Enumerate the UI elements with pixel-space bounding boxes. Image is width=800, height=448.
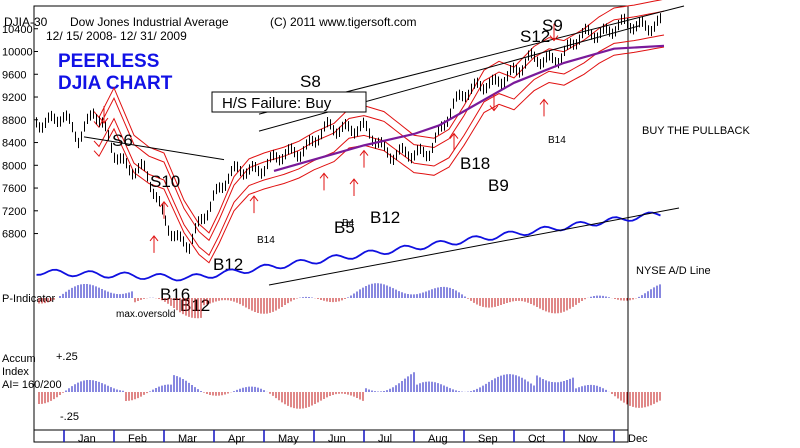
lower-panels <box>36 207 680 409</box>
month-label-jan: Jan <box>78 433 96 445</box>
y-tick-label: 8800 <box>2 115 26 127</box>
channel-mid <box>258 25 640 132</box>
signal-s9: S9 <box>542 16 563 35</box>
y-tick-label: 10400 <box>2 24 33 36</box>
ad-trendline <box>268 207 680 286</box>
signal-arrow-head <box>349 178 359 185</box>
y-tick-label: 9600 <box>2 69 26 81</box>
signal-arrow-head <box>249 195 259 202</box>
ad-line <box>36 211 661 282</box>
month-label-nov: Nov <box>578 433 598 445</box>
neckline <box>83 136 225 161</box>
month-label-sep: Sep <box>478 433 498 445</box>
accum-label-3: AI= 160/200 <box>2 379 62 391</box>
month-label-mar: Mar <box>178 433 197 445</box>
signal-s6: S6 <box>112 131 133 150</box>
band-upper <box>93 0 663 234</box>
accum-plus: +.25 <box>56 351 78 363</box>
signal-arrow-head <box>99 117 109 124</box>
price-layer <box>36 0 685 264</box>
hs-failure-box <box>211 91 367 113</box>
signal-b4: B4 <box>342 218 355 229</box>
signal-b12-mar: B12 <box>213 255 243 274</box>
signal-b12-jul: B12 <box>370 208 400 227</box>
band-upper-inner <box>93 10 665 242</box>
signal-arrow-head <box>159 200 169 208</box>
month-label-jul: Jul <box>378 433 392 445</box>
signal-s8: S8 <box>300 72 321 91</box>
moving-average-line <box>273 44 665 173</box>
signal-arrow-head <box>449 132 459 139</box>
signal-arrow-head <box>319 172 329 179</box>
y-tick-label: 8000 <box>2 160 26 172</box>
signals: S6 S10 S8 S12 S9 B12 B16 B12 B5 B4 B12 B… <box>112 16 566 315</box>
signal-b14-oct: B14 <box>548 135 566 146</box>
month-label-apr: Apr <box>228 433 245 445</box>
signal-b18: B18 <box>460 154 490 173</box>
nyse-ad-label: NYSE A/D Line <box>636 265 711 277</box>
month-label-dec: Dec <box>628 433 648 445</box>
month-label-may: May <box>278 433 299 445</box>
y-tick-label: 10000 <box>2 47 33 59</box>
y-tick-label: 9200 <box>2 92 26 104</box>
month-label-aug: Aug <box>428 433 448 445</box>
month-label-oct: Oct <box>528 433 545 445</box>
month-label-feb: Feb <box>128 433 147 445</box>
signal-b5: B5 <box>334 218 355 237</box>
signal-arrow-head <box>359 149 369 156</box>
month-label-jun: Jun <box>328 433 346 445</box>
y-tick-label: 7200 <box>2 206 26 218</box>
band-lower <box>93 46 665 264</box>
signal-arrow-head <box>149 235 159 242</box>
max-oversold-label: max.oversold <box>116 309 175 320</box>
buy-the-pullback-label: BUY THE PULLBACK <box>642 125 750 137</box>
chart-frame <box>33 5 629 443</box>
y-tick-label: 7600 <box>2 183 26 195</box>
signal-arrow-head <box>549 35 559 42</box>
accum-label-1: Accum <box>2 353 36 365</box>
accum-label-2: Index <box>2 366 29 378</box>
signal-arrow-head <box>489 105 499 112</box>
header-date-range: 12/ 15/ 2008- 12/ 31/ 2009 <box>46 29 187 43</box>
title-djia-chart: DJIA CHART <box>58 73 173 94</box>
y-tick-label: 8400 <box>2 138 26 150</box>
y-tick-label: 6800 <box>2 229 26 241</box>
p-indicator-label: P-Indicator <box>2 293 56 305</box>
header-name: Dow Jones Industrial Average <box>70 15 229 29</box>
signal-arrow-head <box>539 98 549 105</box>
signal-b9: B9 <box>488 176 509 195</box>
hs-failure-label: H/S Failure: Buy <box>222 95 332 112</box>
title-peerless: PEERLESS <box>58 51 159 72</box>
accum-minus: -.25 <box>60 411 79 423</box>
header-symbol: DJIA-30 <box>4 15 48 29</box>
y-axis-ticks: 6800 7200 7600 8000 8400 8800 9200 9600 10000 104… <box>2 24 38 241</box>
signal-s12: S12 <box>520 27 550 46</box>
signal-s10: S10 <box>150 172 180 191</box>
header-copyright: (C) 2011 www.tigersoft.com <box>270 15 417 29</box>
month-axis: Jan Feb Mar Apr May Jun Jul Aug Sep Oct Nov Dec <box>34 429 648 445</box>
signal-b14-apr: B14 <box>257 235 275 246</box>
